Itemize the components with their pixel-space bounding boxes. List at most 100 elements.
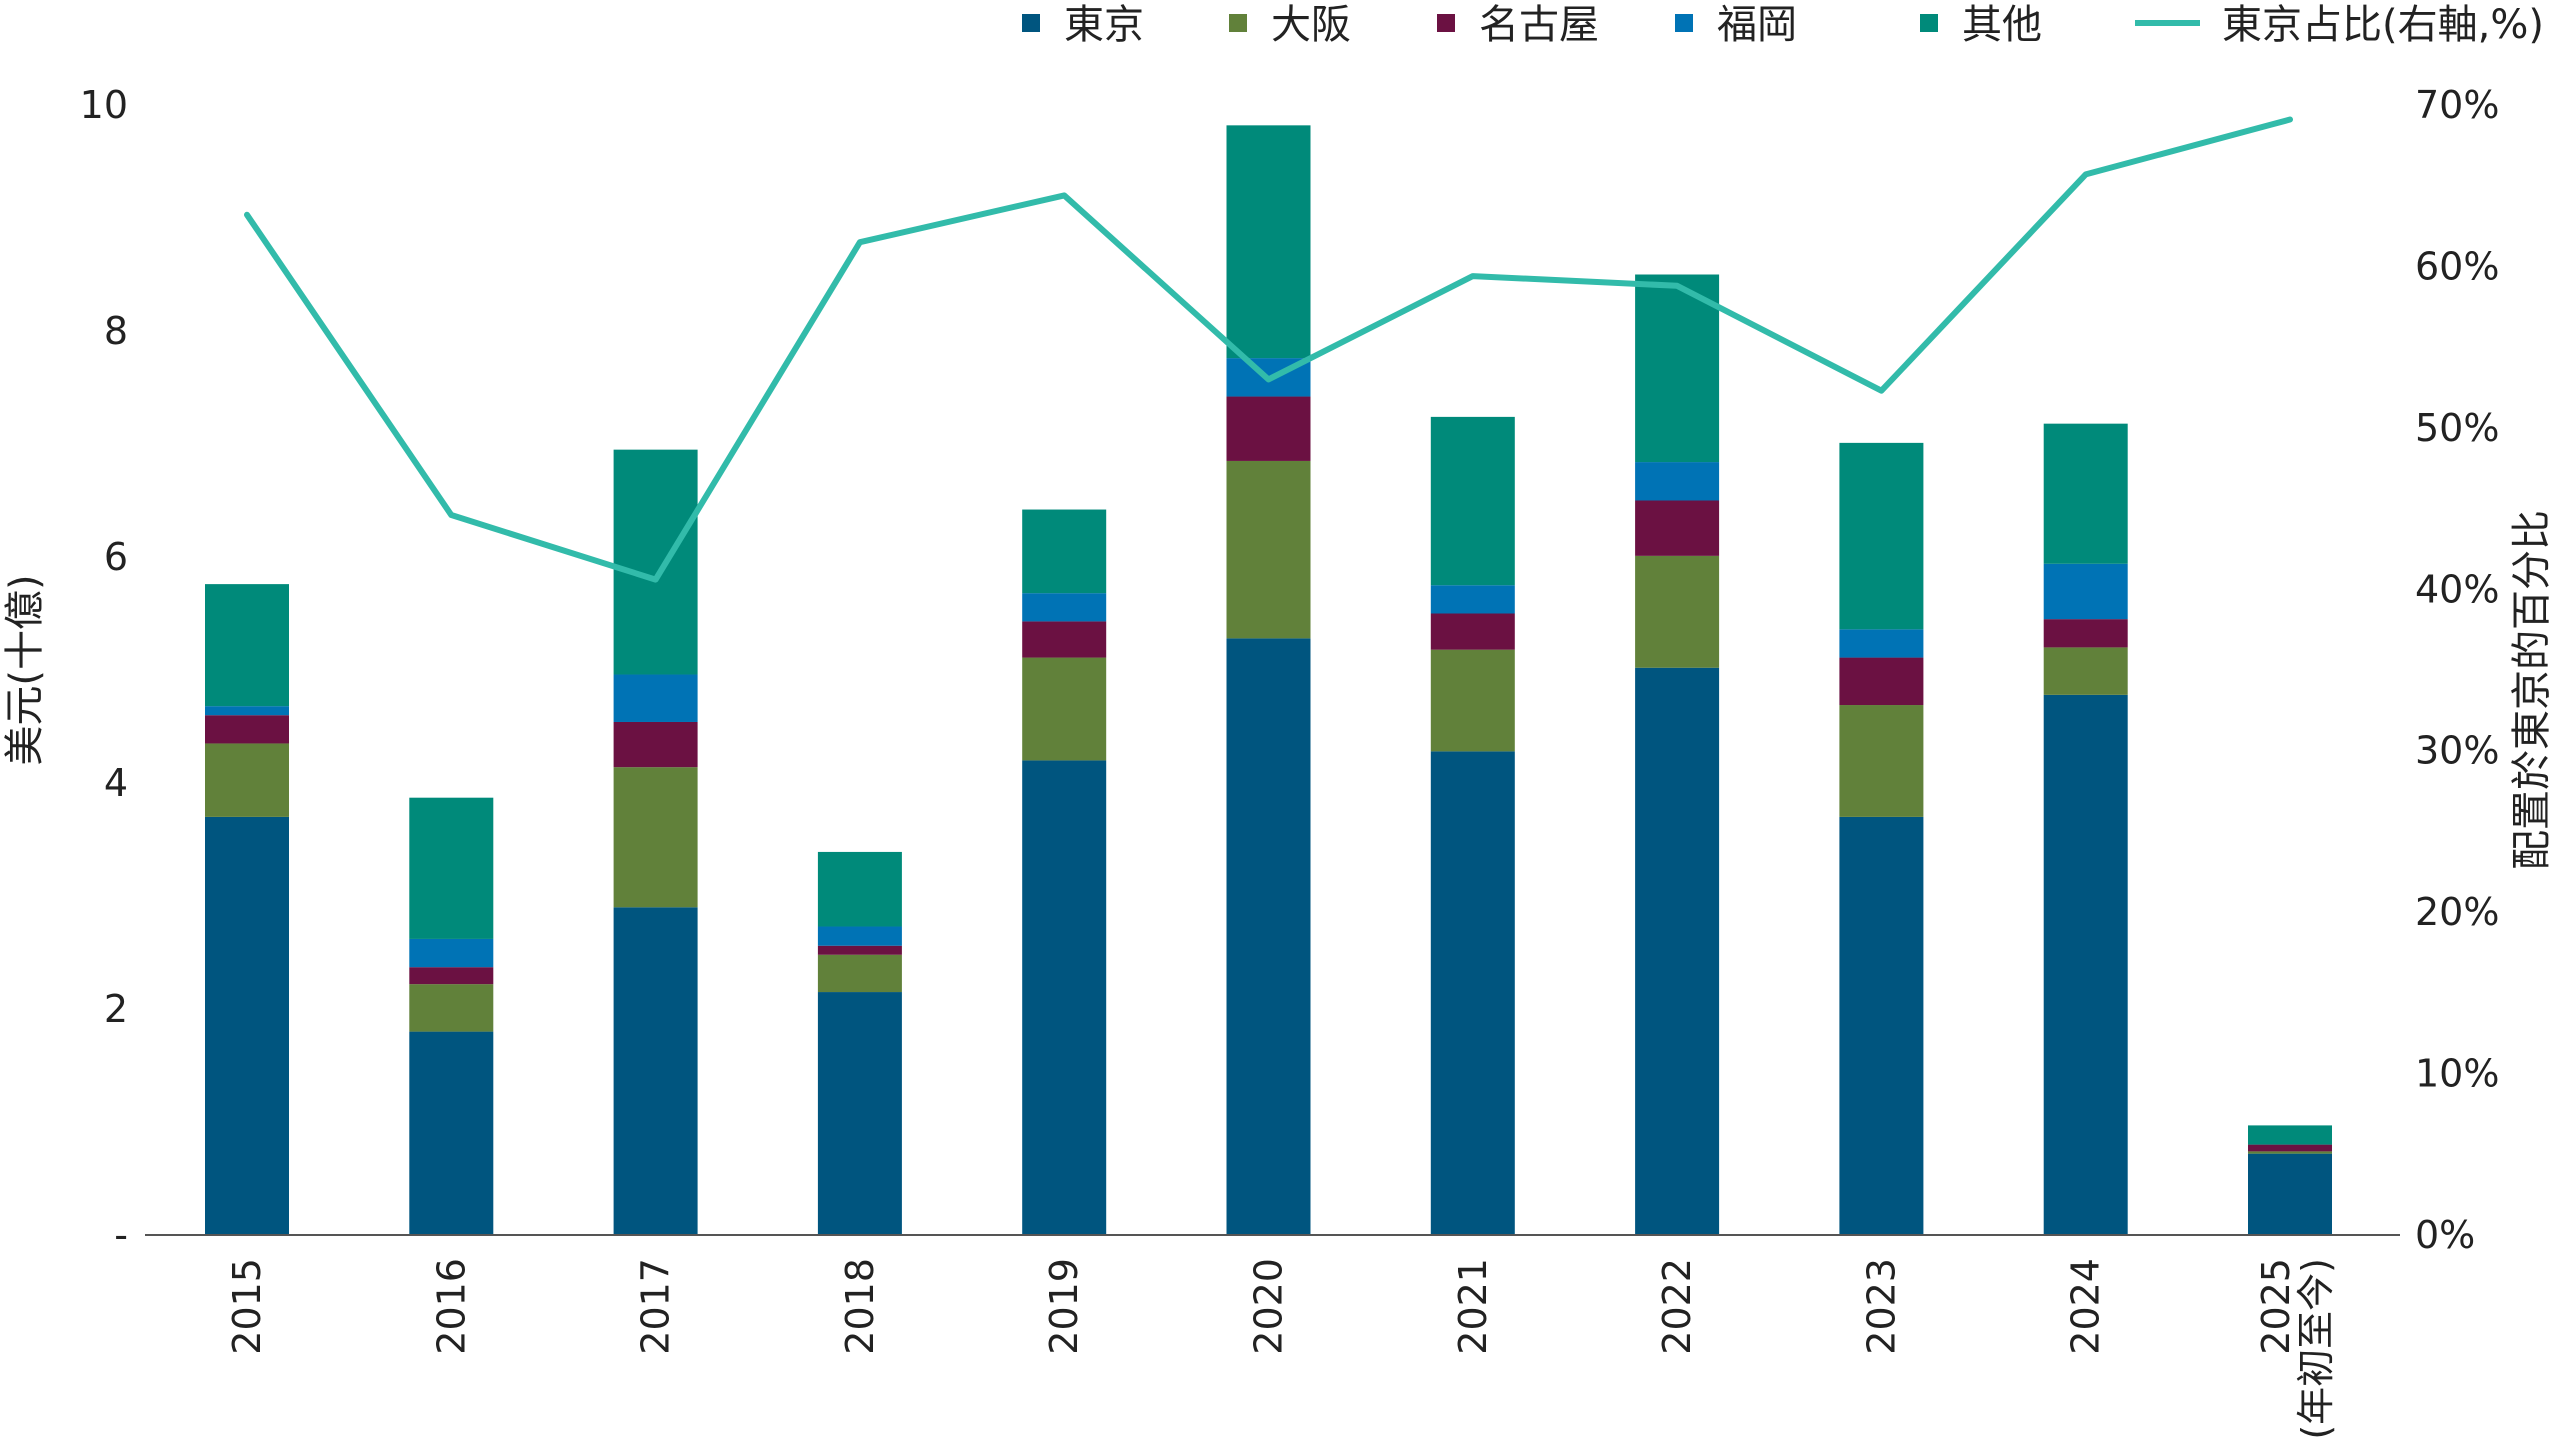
bar-segment (1430, 751, 1515, 1235)
left-axis-tick-label: 6 (104, 535, 128, 579)
legend-item: 名古屋 (1437, 2, 1599, 48)
x-axis-tick: 2016 (429, 1258, 473, 1355)
bar-segment (817, 992, 902, 1235)
right-axis-title: 配置於東京的百分比 (2509, 510, 2555, 870)
bar-segment (613, 721, 698, 768)
legend-label: 東京占比(右軸,%) (2222, 2, 2544, 48)
x-axis-tick-label: 2020 (1247, 1258, 1291, 1355)
bar-segment (817, 851, 902, 927)
legend-swatch (1675, 14, 1693, 32)
legend-item: 福岡 (1675, 2, 1797, 48)
bar-segment (409, 984, 494, 1032)
bar-segment (2248, 1153, 2332, 1235)
left-axis-tick-label: 2 (104, 987, 128, 1031)
right-axis-tick-label: 60% (2415, 244, 2499, 288)
bar-segment (1839, 705, 1924, 817)
bar-segment (205, 706, 289, 716)
bar-segment (1635, 462, 1720, 501)
right-axis-tick-label: 10% (2415, 1052, 2499, 1096)
bar-segment (409, 938, 494, 968)
bar-segment (1430, 649, 1515, 752)
x-axis-ticks: 2015 2016 2017 2018 2019 2020 2021 2022 2023 2024… (225, 1258, 2338, 1440)
x-axis-tick-label: 2015 (225, 1258, 269, 1355)
x-axis-tick: 2018 (838, 1258, 882, 1355)
x-axis-tick-label: 2017 (634, 1258, 678, 1355)
bar-segment (1635, 555, 1720, 668)
bar-segment (2043, 619, 2128, 648)
x-axis-tick-label: 2019 (1042, 1258, 1086, 1355)
legend-label: 東京 (1064, 2, 1144, 48)
legend-label: 福岡 (1717, 2, 1797, 48)
legend-label: 其他 (1962, 2, 2042, 48)
bar-segment (1635, 667, 1720, 1235)
legend-item: 東京 (1022, 2, 1144, 48)
legend-label: 名古屋 (1479, 2, 1599, 48)
x-axis-tick: 2015 (225, 1258, 269, 1355)
x-axis-tick-label: 2021 (1451, 1258, 1495, 1355)
bar-segment (205, 715, 289, 744)
bar-segment (1839, 816, 1924, 1235)
legend-label: 大阪 (1271, 2, 1351, 48)
legend-swatch (1920, 14, 1938, 32)
right-axis-ticks: 0% 10% 20% 30% 40% 50% 60% 70% (2415, 83, 2499, 1257)
left-axis-title: 美元(十億) (2, 574, 48, 765)
bar-segment (817, 954, 902, 993)
bar-segment (1430, 416, 1515, 586)
bar-segment (409, 967, 494, 985)
x-axis-tick-label: 2016 (429, 1258, 473, 1355)
bar-segment (2248, 1144, 2332, 1152)
bar-segment (1226, 460, 1311, 639)
bar-segment (613, 449, 698, 675)
legend-item: 大阪 (1229, 2, 1351, 48)
bar-segment (817, 945, 902, 955)
bar-segment (1635, 500, 1720, 556)
left-axis-tick-label: 8 (104, 309, 128, 353)
legend-item: 東京占比(右軸,%) (2135, 2, 2544, 48)
right-axis-tick-label: 40% (2415, 567, 2499, 611)
bar-segment (1022, 509, 1107, 594)
bar-segment (2248, 1125, 2332, 1145)
bar-segment (2248, 1151, 2332, 1154)
bar-segment (409, 1031, 494, 1235)
x-axis-tick: 2017 (634, 1258, 678, 1355)
bar-segment (205, 743, 289, 817)
bar-segment (1635, 274, 1720, 463)
x-axis-tick: 2023 (1859, 1258, 1903, 1355)
x-axis-tick: 2019 (1042, 1258, 1086, 1355)
right-axis-tick-label: 50% (2415, 406, 2499, 450)
right-axis-tick-label: 20% (2415, 890, 2499, 934)
x-axis-tick-sublabel: (年初至今) (2294, 1258, 2338, 1440)
x-axis-tick: 2024 (2064, 1258, 2108, 1355)
x-axis-tick-label: 2023 (1859, 1258, 1903, 1355)
bar-segment (2043, 563, 2128, 620)
legend: 東京 大阪 名古屋 福岡 其他 東京占比(右軸,%) (1022, 2, 2544, 48)
bar-segment (613, 674, 698, 722)
bar-segment (1430, 613, 1515, 650)
bar-segment (205, 584, 289, 707)
bar-segment (1022, 593, 1107, 622)
x-axis-tick-label: 2024 (2064, 1258, 2108, 1355)
x-axis-tick: 2020 (1247, 1258, 1291, 1355)
bar-segment (1022, 760, 1107, 1235)
bar-segment (1022, 621, 1107, 658)
legend-swatch (1229, 14, 1247, 32)
bar-series-group (205, 125, 2332, 1235)
bar-segment (1839, 629, 1924, 658)
bar-segment (2043, 694, 2128, 1235)
left-axis-tick-label: 10 (80, 83, 128, 127)
bar-segment (613, 767, 698, 908)
right-axis-tick-label: 30% (2415, 729, 2499, 773)
x-axis-tick-label: 2018 (838, 1258, 882, 1355)
x-axis-tick: 2022 (1655, 1258, 1699, 1355)
bar-segment (1022, 657, 1107, 761)
left-axis-tick-label: - (114, 1213, 128, 1257)
x-axis-tick: 2021 (1451, 1258, 1495, 1355)
x-axis-tick-label: 2022 (1655, 1258, 1699, 1355)
bar-segment (1226, 638, 1311, 1235)
legend-item: 其他 (1920, 2, 2042, 48)
bar-segment (1226, 125, 1311, 359)
left-axis-ticks: - 2 4 6 8 10 (80, 83, 128, 1257)
bar-segment (2043, 647, 2128, 695)
x-axis-tick: 2025(年初至今) (2254, 1258, 2338, 1440)
